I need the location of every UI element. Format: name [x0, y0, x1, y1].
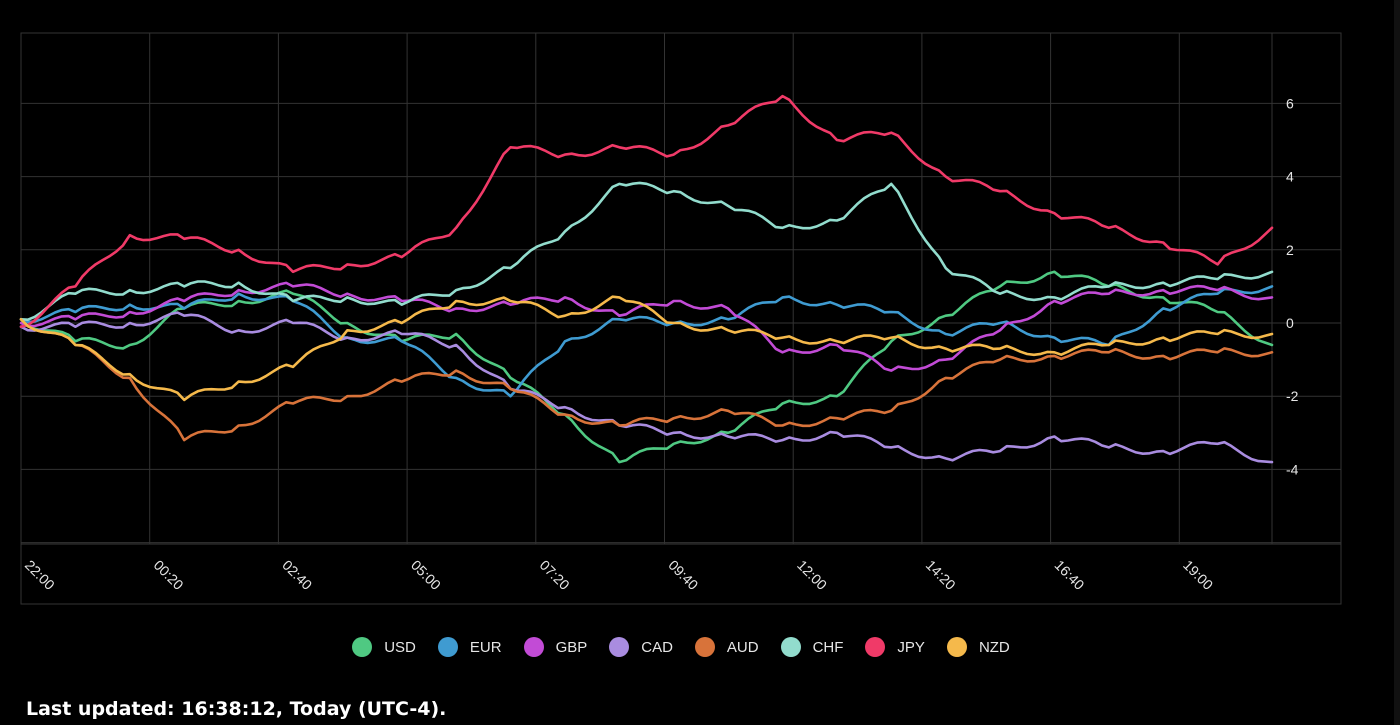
series-line-nzd[interactable]: [19, 295, 1274, 402]
last-updated-text: Last updated: 16:38:12, Today (UTC-4).: [26, 698, 447, 720]
legend-item-eur[interactable]: EUR: [437, 637, 502, 657]
legend-label: CHF: [812, 638, 844, 656]
legend-item-usd[interactable]: USD: [352, 637, 416, 657]
y-tick-label: -2: [1286, 388, 1299, 404]
legend-item-gbp[interactable]: GBP: [523, 637, 588, 657]
legend-label: EUR: [469, 638, 502, 656]
legend: USD EUR GBP CAD AUD CHF JPY NZD: [0, 632, 1362, 662]
y-tick-label: -4: [1286, 461, 1299, 477]
legend-label: NZD: [978, 638, 1010, 656]
legend-label: USD: [384, 638, 416, 656]
y-axis: -4 -2 0 2 4 6: [1286, 95, 1299, 477]
legend-swatch: [523, 637, 544, 657]
series-line-jpy[interactable]: [19, 94, 1274, 328]
series-line-gbp[interactable]: [19, 281, 1274, 372]
plot-area: [20, 32, 1342, 605]
legend-swatch: [865, 637, 886, 657]
scrollbar-track[interactable]: [1394, 0, 1400, 725]
series-line-usd[interactable]: [19, 270, 1274, 464]
y-tick-label: 2: [1286, 242, 1294, 258]
legend-item-aud[interactable]: AUD: [694, 637, 759, 657]
legend-swatch: [694, 637, 715, 657]
legend-swatch: [780, 637, 801, 657]
series-line-eur[interactable]: [19, 285, 1274, 398]
series-layer: [19, 94, 1274, 464]
legend-label: GBP: [555, 638, 588, 656]
series-line-chf[interactable]: [19, 181, 1274, 321]
series-line-aud[interactable]: [19, 318, 1274, 442]
legend-swatch: [609, 637, 630, 657]
series-line-cad[interactable]: [19, 311, 1274, 464]
legend-label: CAD: [641, 638, 673, 656]
legend-swatch: [437, 637, 458, 657]
y-tick-label: 6: [1286, 95, 1294, 111]
legend-item-jpy[interactable]: JPY: [865, 637, 925, 657]
legend-swatch: [352, 637, 373, 657]
legend-item-cad[interactable]: CAD: [609, 637, 673, 657]
legend-item-chf[interactable]: CHF: [780, 637, 844, 657]
grid: [21, 33, 1341, 545]
y-tick-label: 0: [1286, 315, 1294, 331]
legend-swatch: [946, 637, 967, 657]
legend-label: AUD: [726, 638, 759, 656]
y-tick-label: 4: [1286, 169, 1294, 185]
legend-item-nzd[interactable]: NZD: [946, 637, 1010, 657]
legend-label: JPY: [897, 638, 925, 656]
